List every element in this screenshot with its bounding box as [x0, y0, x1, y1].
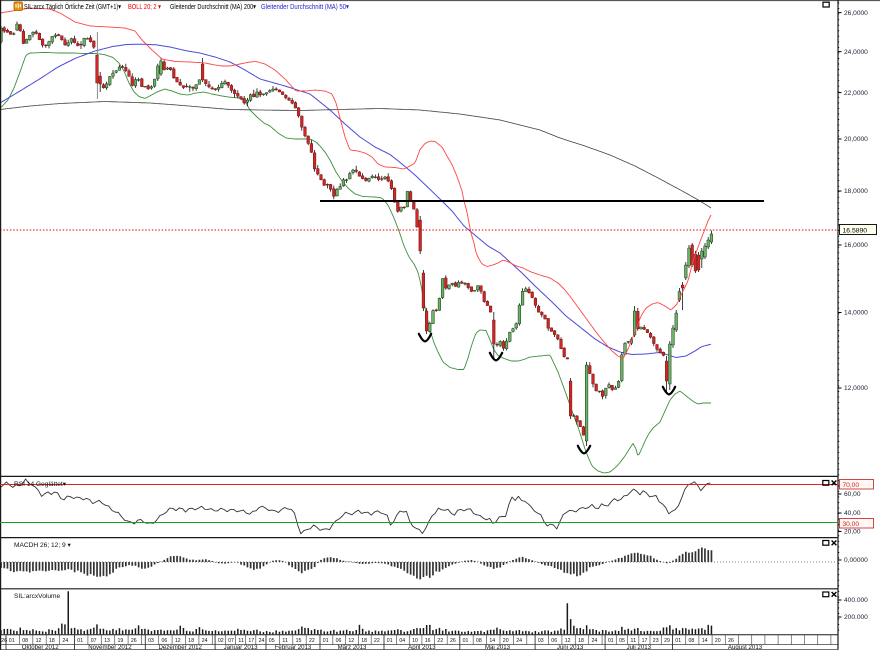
- svg-text:Januar 2013: Januar 2013: [224, 644, 258, 650]
- svg-text:200.000: 200.000: [844, 614, 868, 621]
- svg-text:01: 01: [323, 638, 329, 644]
- svg-text:11: 11: [630, 638, 636, 644]
- svg-text:Gleitender Durchschnitt (MA) 2: Gleitender Durchschnitt (MA) 200▾: [170, 2, 256, 11]
- svg-text:26: 26: [131, 638, 137, 644]
- svg-text:18: 18: [361, 638, 367, 644]
- svg-text:März 2013: März 2013: [338, 644, 367, 650]
- svg-text:26: 26: [728, 638, 734, 644]
- svg-text:18: 18: [49, 638, 55, 644]
- svg-text:24: 24: [202, 638, 208, 644]
- svg-text:Dezember 2012: Dezember 2012: [159, 644, 203, 650]
- svg-text:08: 08: [476, 638, 482, 644]
- svg-text:03: 03: [148, 638, 154, 644]
- svg-text:24: 24: [592, 638, 598, 644]
- svg-text:22,0000: 22,0000: [844, 90, 868, 97]
- svg-text:24: 24: [259, 638, 265, 644]
- svg-text:14: 14: [702, 638, 708, 644]
- svg-text:01: 01: [387, 638, 393, 644]
- svg-text:14: 14: [489, 638, 495, 644]
- svg-text:04: 04: [399, 638, 405, 644]
- svg-text:01: 01: [77, 638, 83, 644]
- svg-text:26,0000: 26,0000: [844, 10, 868, 17]
- svg-text:16: 16: [425, 638, 431, 644]
- svg-text:30,00: 30,00: [843, 521, 860, 528]
- svg-text:17: 17: [642, 638, 648, 644]
- svg-text:05: 05: [619, 638, 625, 644]
- svg-text:03: 03: [538, 638, 544, 644]
- svg-text:MACDH 26; 12; 9 ▾: MACDH 26; 12; 9 ▾: [14, 542, 72, 549]
- svg-text:Juni 2013: Juni 2013: [557, 644, 584, 650]
- svg-text:SIL:arcx Täglich Örtliche Zeit: SIL:arcx Täglich Örtliche Zeit (GMT+1)▾: [24, 2, 121, 11]
- svg-text:SIL:arcxVolume: SIL:arcxVolume: [14, 593, 61, 600]
- svg-text:05: 05: [269, 638, 275, 644]
- svg-text:BOLL 20; 2 ▾: BOLL 20; 2 ▾: [128, 2, 161, 11]
- svg-text:11: 11: [238, 638, 244, 644]
- svg-text:07: 07: [91, 638, 97, 644]
- svg-text:12: 12: [36, 638, 42, 644]
- svg-text:06: 06: [162, 638, 168, 644]
- svg-text:14,0000: 14,0000: [844, 310, 868, 317]
- svg-text:18: 18: [578, 638, 584, 644]
- svg-text:16.5890: 16.5890: [843, 227, 868, 234]
- svg-text:22: 22: [374, 638, 380, 644]
- svg-text:Mai 2013: Mai 2013: [485, 644, 511, 650]
- svg-text:12: 12: [175, 638, 181, 644]
- svg-text:20: 20: [715, 638, 721, 644]
- svg-text:08: 08: [689, 638, 695, 644]
- svg-text:15: 15: [296, 638, 302, 644]
- svg-text:24: 24: [516, 638, 522, 644]
- svg-text:12,0000: 12,0000: [844, 385, 868, 392]
- svg-text:22: 22: [309, 638, 315, 644]
- svg-text:November 2012: November 2012: [88, 644, 132, 650]
- svg-text:26: 26: [450, 638, 456, 644]
- svg-text:RSI 14 Geglättet▾: RSI 14 Geglättet▾: [14, 481, 67, 488]
- svg-text:20,00: 20,00: [844, 529, 861, 536]
- svg-text:24: 24: [62, 638, 68, 644]
- svg-text:10: 10: [412, 638, 418, 644]
- svg-text:12: 12: [348, 638, 354, 644]
- svg-text:Oktober 2012: Oktober 2012: [22, 644, 60, 650]
- svg-text:August 2013: August 2013: [728, 644, 763, 650]
- svg-text:22: 22: [437, 638, 443, 644]
- svg-text:16,0000: 16,0000: [844, 242, 868, 249]
- svg-text:26: 26: [1, 638, 7, 644]
- svg-text:400.000: 400.000: [844, 597, 868, 604]
- svg-text:18,0000: 18,0000: [844, 188, 868, 195]
- svg-text:April 2013: April 2013: [408, 644, 436, 650]
- svg-text:01: 01: [608, 638, 614, 644]
- svg-text:Februar 2013: Februar 2013: [275, 644, 312, 650]
- svg-text:70,00: 70,00: [843, 482, 860, 489]
- svg-text:60,00: 60,00: [844, 491, 861, 498]
- svg-text:11: 11: [282, 638, 288, 644]
- svg-text:18: 18: [188, 638, 194, 644]
- svg-text:20: 20: [503, 638, 509, 644]
- svg-text:17: 17: [248, 638, 254, 644]
- svg-text:0,00000: 0,00000: [844, 557, 868, 564]
- svg-text:01: 01: [9, 638, 15, 644]
- svg-text:Juli 2013: Juli 2013: [627, 644, 652, 650]
- svg-text:13: 13: [104, 638, 110, 644]
- svg-text:40,00: 40,00: [844, 510, 861, 517]
- svg-text:23: 23: [653, 638, 659, 644]
- svg-text:06: 06: [336, 638, 342, 644]
- svg-text:29: 29: [664, 638, 670, 644]
- svg-text:06: 06: [551, 638, 557, 644]
- svg-text:12: 12: [565, 638, 571, 644]
- svg-text:01: 01: [675, 638, 681, 644]
- svg-text:07: 07: [228, 638, 234, 644]
- svg-text:Gleitender Durchschnitt (MA) 5: Gleitender Durchschnitt (MA) 50▾: [261, 2, 349, 11]
- svg-text:08: 08: [22, 638, 28, 644]
- svg-text:01: 01: [463, 638, 469, 644]
- svg-text:19: 19: [118, 638, 124, 644]
- svg-text:24,0000: 24,0000: [844, 49, 868, 56]
- svg-text:02: 02: [218, 638, 224, 644]
- svg-text:20,0000: 20,0000: [844, 136, 868, 143]
